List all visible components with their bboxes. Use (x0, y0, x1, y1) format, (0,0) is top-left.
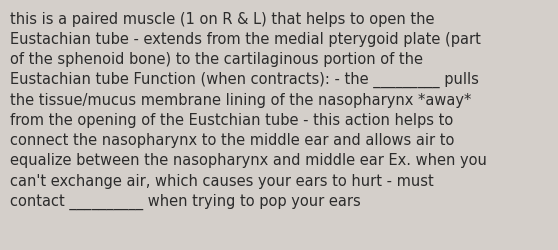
Text: this is a paired muscle (1 on R & L) that helps to open the
Eustachian tube - ex: this is a paired muscle (1 on R & L) tha… (10, 12, 487, 209)
